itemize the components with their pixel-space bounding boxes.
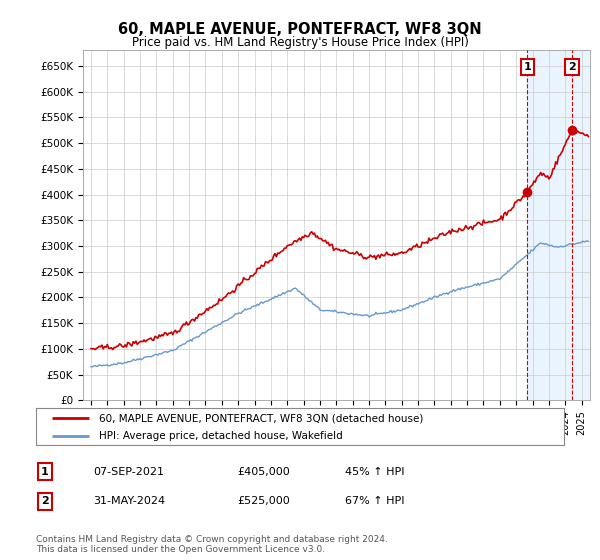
Text: Price paid vs. HM Land Registry's House Price Index (HPI): Price paid vs. HM Land Registry's House … — [131, 36, 469, 49]
Text: 60, MAPLE AVENUE, PONTEFRACT, WF8 3QN: 60, MAPLE AVENUE, PONTEFRACT, WF8 3QN — [118, 22, 482, 38]
Text: 60, MAPLE AVENUE, PONTEFRACT, WF8 3QN (detached house): 60, MAPLE AVENUE, PONTEFRACT, WF8 3QN (d… — [100, 413, 424, 423]
Text: This data is licensed under the Open Government Licence v3.0.: This data is licensed under the Open Gov… — [36, 545, 325, 554]
Text: £525,000: £525,000 — [237, 496, 290, 506]
Text: 45% ↑ HPI: 45% ↑ HPI — [345, 466, 404, 477]
Text: 67% ↑ HPI: 67% ↑ HPI — [345, 496, 404, 506]
Text: Contains HM Land Registry data © Crown copyright and database right 2024.: Contains HM Land Registry data © Crown c… — [36, 535, 388, 544]
Text: HPI: Average price, detached house, Wakefield: HPI: Average price, detached house, Wake… — [100, 431, 343, 441]
Text: 07-SEP-2021: 07-SEP-2021 — [93, 466, 164, 477]
Text: 2: 2 — [41, 496, 49, 506]
Text: 1: 1 — [41, 466, 49, 477]
Text: 2: 2 — [568, 62, 576, 72]
Text: 1: 1 — [523, 62, 531, 72]
Bar — [527, 50, 572, 400]
Text: 31-MAY-2024: 31-MAY-2024 — [93, 496, 165, 506]
Text: £405,000: £405,000 — [237, 466, 290, 477]
Bar — [572, 50, 590, 400]
